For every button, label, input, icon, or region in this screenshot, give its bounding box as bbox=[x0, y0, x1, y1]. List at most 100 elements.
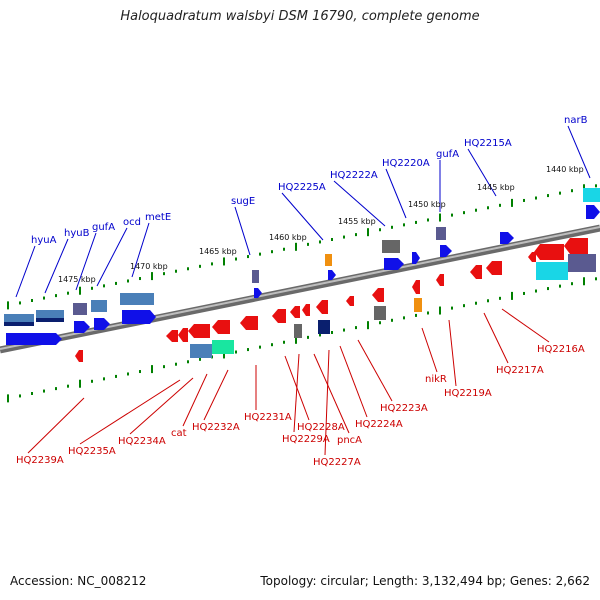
bottom-tick-mark bbox=[163, 365, 165, 369]
forward-gene-arrow bbox=[500, 232, 514, 244]
top-tick-mark bbox=[127, 279, 129, 283]
reverse-gene-arrow bbox=[486, 261, 502, 275]
bottom-tick-mark bbox=[535, 289, 537, 293]
top-tick-mark bbox=[451, 213, 453, 217]
map-title: Haloquadratum walsbyi DSM 16790, complet… bbox=[120, 9, 480, 24]
kbp-label: 1470 kbp bbox=[130, 262, 168, 271]
bottom-tick-mark bbox=[379, 321, 381, 325]
top-tick-mark bbox=[403, 223, 405, 227]
top-tick-mark bbox=[415, 220, 417, 224]
reverse-gene-block bbox=[536, 262, 568, 280]
kbp-label: 1445 kbp bbox=[477, 183, 515, 192]
kbp-label: 1450 kbp bbox=[408, 200, 446, 209]
forward-gene-arrow bbox=[328, 270, 336, 280]
forward-gene-block bbox=[583, 188, 600, 202]
bottom-tick-mark bbox=[427, 311, 429, 315]
bottom-tick-mark bbox=[19, 394, 21, 398]
bottom-tick-mark bbox=[595, 277, 597, 281]
top-tick-mark bbox=[367, 228, 369, 237]
reverse-gene-arrow bbox=[290, 306, 300, 318]
reverse-gene-arrow bbox=[188, 324, 210, 338]
reverse-callout-line bbox=[203, 369, 229, 421]
bottom-tick-mark bbox=[451, 306, 453, 310]
reverse-gene-arrow bbox=[534, 244, 564, 260]
reverse-gene-arrow bbox=[178, 328, 188, 342]
bottom-tick-mark bbox=[199, 357, 201, 361]
bottom-tick-mark bbox=[295, 335, 297, 344]
bottom-tick-mark bbox=[7, 394, 9, 403]
forward-gene-label: HQ2215A bbox=[464, 138, 512, 149]
top-tick-mark bbox=[547, 194, 549, 198]
top-tick-mark bbox=[463, 211, 465, 215]
bottom-tick-mark bbox=[307, 335, 309, 339]
bottom-tick-mark bbox=[343, 328, 345, 332]
reverse-gene-arrow bbox=[240, 316, 258, 330]
top-tick-mark bbox=[103, 284, 105, 288]
reverse-callout-line bbox=[339, 345, 368, 418]
reverse-callout-line bbox=[501, 308, 550, 343]
forward-callout-line bbox=[567, 125, 591, 179]
bottom-tick-mark bbox=[175, 362, 177, 366]
forward-gene-arrow bbox=[94, 318, 110, 330]
forward-callout-line bbox=[333, 180, 386, 227]
forward-gene-label: HQ2220A bbox=[382, 158, 430, 169]
reverse-gene-arrow bbox=[212, 320, 230, 334]
top-tick-mark bbox=[259, 252, 261, 256]
reverse-callout-line bbox=[448, 319, 457, 387]
reverse-gene-arrow bbox=[272, 309, 286, 323]
reverse-callout-line bbox=[79, 379, 181, 445]
reverse-gene-label: cat bbox=[171, 428, 187, 439]
bottom-tick-mark bbox=[91, 379, 93, 383]
top-tick-mark bbox=[295, 242, 297, 251]
reverse-callout-line bbox=[27, 397, 85, 454]
bottom-tick-mark bbox=[391, 318, 393, 322]
forward-gene-arrow bbox=[586, 205, 600, 219]
reverse-gene-arrow bbox=[372, 288, 384, 302]
reverse-gene-arrow bbox=[436, 274, 444, 286]
forward-gene-block bbox=[120, 293, 154, 305]
forward-gene-block bbox=[382, 240, 400, 253]
top-tick-mark bbox=[223, 257, 225, 266]
gene-features bbox=[4, 188, 600, 362]
reverse-gene-label: HQ2219A bbox=[444, 388, 492, 399]
top-tick-mark bbox=[499, 203, 501, 207]
forward-gene-label: gufA bbox=[92, 222, 115, 233]
forward-gene-block bbox=[91, 300, 107, 312]
bottom-tick-mark bbox=[127, 372, 129, 376]
reverse-gene-block bbox=[212, 340, 234, 354]
reverse-callout-line bbox=[324, 349, 330, 456]
reverse-gene-label: HQ2216A bbox=[537, 344, 585, 355]
forward-callout-line bbox=[385, 168, 407, 219]
top-tick-mark bbox=[475, 208, 477, 212]
bottom-tick-mark bbox=[79, 379, 81, 388]
bottom-tick-mark bbox=[571, 282, 573, 286]
bottom-tick-mark bbox=[223, 350, 225, 359]
forward-callout-line bbox=[467, 148, 497, 197]
forward-callout-line bbox=[131, 222, 150, 278]
bottom-tick-mark bbox=[139, 370, 141, 374]
top-tick-mark bbox=[31, 298, 33, 302]
reverse-gene-arrow bbox=[470, 265, 482, 279]
kbp-label: 1460 kbp bbox=[269, 233, 307, 242]
top-tick-mark bbox=[151, 272, 153, 281]
top-tick-mark bbox=[595, 184, 597, 188]
reverse-gene-arrow bbox=[346, 296, 354, 306]
top-tick-mark bbox=[175, 269, 177, 273]
bottom-tick-mark bbox=[247, 348, 249, 352]
top-tick-mark bbox=[115, 281, 117, 285]
reverse-gene-label: HQ2229A bbox=[282, 434, 330, 445]
top-tick-mark bbox=[427, 218, 429, 222]
reverse-gene-block bbox=[318, 320, 330, 334]
forward-callout-line bbox=[44, 238, 69, 294]
bottom-tick-mark bbox=[331, 330, 333, 334]
bottom-tick-mark bbox=[463, 304, 465, 308]
forward-callout-line bbox=[281, 192, 324, 241]
tick-marks bbox=[7, 184, 597, 403]
top-tick-mark bbox=[91, 286, 93, 290]
reverse-gene-label: HQ2231A bbox=[244, 412, 292, 423]
top-tick-mark bbox=[235, 257, 237, 261]
reverse-gene-label: HQ2232A bbox=[192, 422, 240, 433]
reverse-gene-arrow bbox=[302, 304, 310, 316]
